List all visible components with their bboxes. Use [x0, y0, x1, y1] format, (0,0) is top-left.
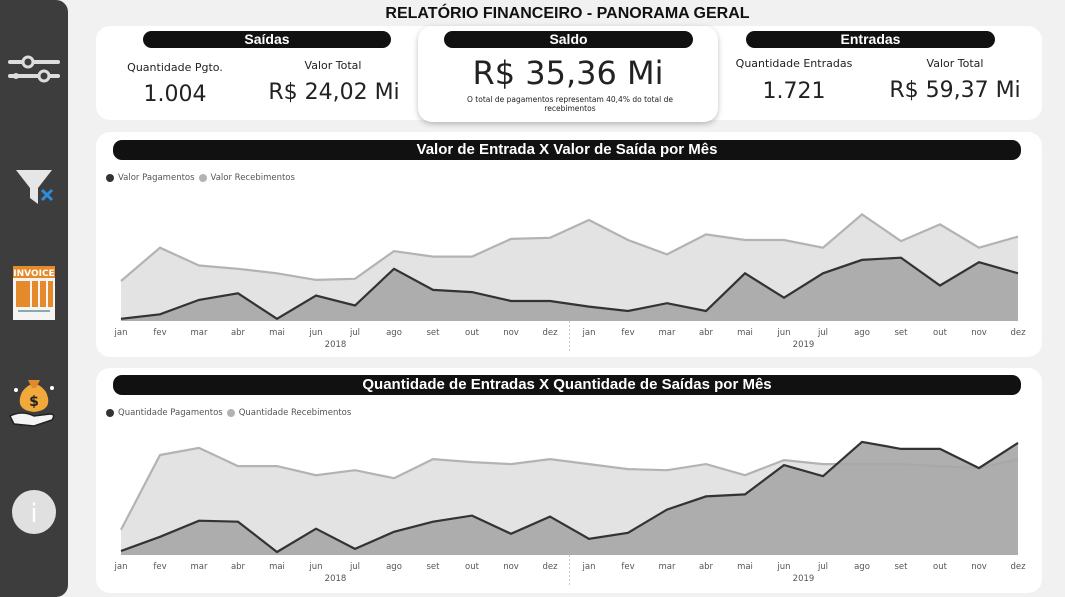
- page-title: RELATÓRIO FINANCEIRO - PANORAMA GERAL: [385, 5, 750, 22]
- chart2-legend: Quantidade Pagamentos Quantidade Recebim…: [106, 408, 351, 418]
- saidas-qty-value: 1.004: [143, 82, 207, 107]
- legend-label-qtd-pagamentos: Quantidade Pagamentos: [118, 408, 223, 418]
- saldo-header: Saldo: [444, 31, 693, 48]
- legend-dot-pagamentos: [106, 174, 114, 182]
- legend-label-pagamentos: Valor Pagamentos: [118, 173, 195, 183]
- sliders-icon[interactable]: [6, 42, 62, 98]
- entradas-total-label: Valor Total: [926, 57, 984, 70]
- invoice-icon[interactable]: INVOICE: [6, 262, 62, 320]
- legend-label-recebimentos: Valor Recebimentos: [210, 173, 295, 183]
- legend-dot-qtd-recebimentos: [226, 409, 235, 417]
- invoice-label: INVOICE: [13, 269, 54, 279]
- saldo-note: O total de pagamentos representam 40,4% …: [467, 95, 673, 113]
- chart1-legend: Valor Pagamentos Valor Recebimentos: [106, 173, 295, 183]
- entradas-qty-label: Quantidade Entradas: [735, 57, 853, 70]
- sidebar: INVOICE $ i: [0, 0, 68, 597]
- money-bag-hand-icon[interactable]: $: [6, 370, 62, 427]
- chart2-title: Quantidade de Entradas X Quantidade de S…: [113, 375, 1021, 395]
- filter-clear-icon[interactable]: [6, 160, 62, 216]
- saldo-value: R$ 35,36 Mi: [472, 54, 664, 92]
- entradas-total-value: R$ 59,37 Mi: [889, 78, 1021, 103]
- legend-dot-recebimentos: [198, 174, 207, 182]
- entradas-qty-value: 1.721: [762, 79, 826, 104]
- dollar-glyph: $: [29, 394, 39, 410]
- saidas-header: Saídas: [143, 31, 391, 48]
- saidas-qty-label: Quantidade Pgto.: [127, 61, 223, 74]
- chart-card-valor: [96, 132, 1042, 357]
- legend-dot-qtd-pagamentos: [106, 409, 114, 417]
- legend-label-qtd-recebimentos: Quantidade Recebimentos: [238, 408, 352, 418]
- chart1-title: Valor de Entrada X Valor de Saída por Mê…: [113, 140, 1021, 160]
- saidas-total-value: R$ 24,02 Mi: [268, 80, 400, 105]
- entradas-header: Entradas: [746, 31, 995, 48]
- saidas-total-label: Valor Total: [304, 59, 362, 72]
- info-glyph: i: [30, 499, 37, 529]
- info-icon[interactable]: i: [6, 484, 62, 540]
- chart-card-quantidade: [96, 368, 1042, 593]
